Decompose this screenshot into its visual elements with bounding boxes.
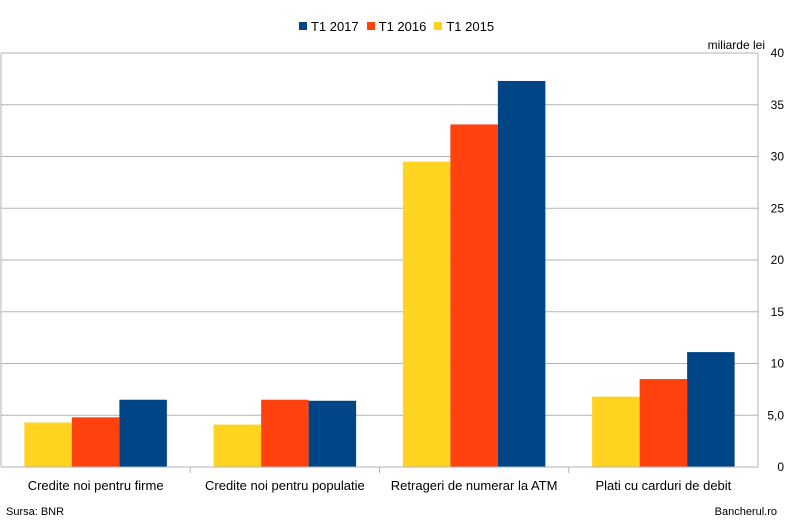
- x-tick-label: Credite noi pentru populatie: [205, 478, 365, 493]
- y-tick-label: 25: [771, 201, 785, 215]
- y-tick-label: 0: [777, 460, 784, 474]
- y-tick-label: 10: [771, 357, 785, 371]
- bar: [639, 379, 688, 467]
- x-tick-labels: Credite noi pentru firme Credite noi pent…: [28, 478, 732, 493]
- brand-label: Bancherul.ro: [714, 506, 777, 518]
- x-tick-label: Plati cu carduri de debit: [595, 478, 731, 493]
- legend-label: T1 2015: [446, 18, 495, 34]
- legend-label: T1 2017: [310, 18, 359, 34]
- source-note: Sursa: BNR: [6, 506, 65, 518]
- y-tick-label: 5,0: [767, 408, 784, 422]
- bar: [402, 161, 451, 468]
- legend-item: T1 2017: [298, 18, 359, 34]
- y-tick-label: 40: [771, 46, 785, 60]
- bar: [261, 399, 309, 467]
- legend-item: T1 2015: [434, 19, 494, 34]
- y-tick-label: 30: [771, 150, 785, 164]
- x-tick-label: Retrageri de numerar la ATM: [391, 478, 558, 493]
- legend-swatch: [366, 22, 375, 30]
- y-tick-label: 15: [771, 305, 785, 319]
- bar: [308, 400, 357, 467]
- bar: [213, 424, 262, 467]
- y-tick-label: 20: [771, 253, 785, 267]
- y-tick-label: 35: [771, 98, 785, 112]
- legend-swatch: [298, 22, 307, 30]
- bar: [687, 352, 735, 467]
- legend-label: T1 2016: [378, 18, 427, 34]
- y-tick-labels: 0 5,0 10 15 20 25 30 35 40: [767, 46, 784, 474]
- bar: [24, 422, 72, 467]
- bar: [71, 417, 120, 467]
- legend-item: T1 2016: [366, 18, 427, 34]
- legend: T1 2017 T1 2016 T1 2015: [0, 18, 793, 34]
- y-axis-label: miliarde lei: [707, 38, 765, 52]
- bars: [24, 80, 735, 468]
- bar: [592, 396, 640, 467]
- bar: [119, 399, 167, 467]
- axes: [0, 53, 759, 473]
- bar: [450, 124, 498, 467]
- x-tick-label: Credite noi pentru firme: [28, 478, 164, 493]
- bar: [497, 80, 546, 467]
- legend-swatch: [434, 22, 443, 30]
- gridlines: [1, 52, 758, 416]
